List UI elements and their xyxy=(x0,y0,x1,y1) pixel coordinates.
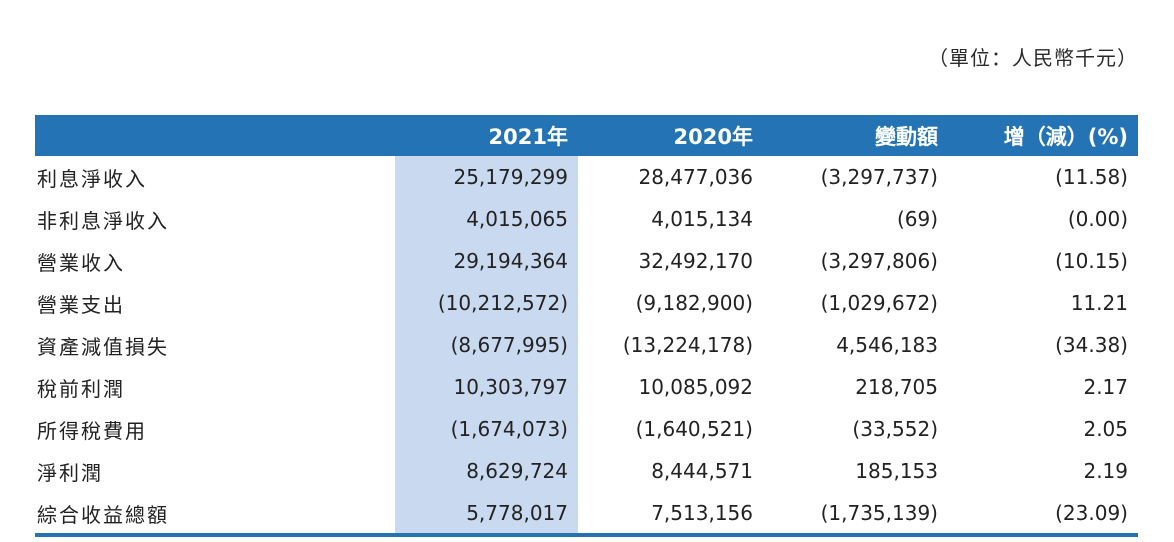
header-pct: 增（減）(%) xyxy=(1003,124,1128,149)
table-row: 非利息淨收入 4,015,065 4,015,134 (69) (0.00) xyxy=(35,198,1138,240)
value-2021: 10,303,797 xyxy=(395,366,578,408)
table-row: 所得稅費用 (1,674,073) (1,640,521) (33,552) 2… xyxy=(35,408,1138,450)
value-change: (3,297,806) xyxy=(820,249,938,273)
header-2021: 2021年 xyxy=(488,124,568,149)
value-change: 218,705 xyxy=(855,375,938,399)
value-2021: 4,015,065 xyxy=(395,198,578,240)
value-2021: 5,778,017 xyxy=(395,492,578,534)
table-row: 利息淨收入 25,179,299 28,477,036 (3,297,737) … xyxy=(35,156,1138,198)
row-label: 營業收入 xyxy=(37,250,125,275)
value-pct: (34.38) xyxy=(1055,333,1128,357)
row-label: 資產減值損失 xyxy=(37,334,169,359)
row-label: 利息淨收入 xyxy=(37,166,147,191)
table-row: 資產減值損失 (8,677,995) (13,224,178) 4,546,18… xyxy=(35,324,1138,366)
value-2020: 32,492,170 xyxy=(638,249,753,273)
value-2020: (13,224,178) xyxy=(622,333,753,357)
value-2021: 29,194,364 xyxy=(395,240,578,282)
value-change: 4,546,183 xyxy=(836,333,938,357)
value-2020: (1,640,521) xyxy=(635,417,753,441)
table-row: 綜合收益總額 5,778,017 7,513,156 (1,735,139) (… xyxy=(35,492,1138,534)
row-label: 綜合收益總額 xyxy=(37,502,169,527)
bottom-rule xyxy=(35,533,1138,537)
table-header-row: 2021年 2020年 變動額 增（減）(%) xyxy=(35,115,1138,156)
header-change: 變動額 xyxy=(875,124,938,149)
table-row: 營業收入 29,194,364 32,492,170 (3,297,806) (… xyxy=(35,240,1138,282)
value-pct: (11.58) xyxy=(1055,165,1128,189)
value-2021: (1,674,073) xyxy=(395,408,578,450)
value-pct: (0.00) xyxy=(1067,207,1128,231)
value-2020: 8,444,571 xyxy=(651,459,753,483)
income-statement-table: 2021年 2020年 變動額 增（減）(%) 利息淨收入 25,179,299… xyxy=(35,115,1138,534)
value-change: (69) xyxy=(896,207,938,231)
value-pct: 11.21 xyxy=(1070,291,1128,315)
value-change: (3,297,737) xyxy=(820,165,938,189)
value-change: (1,735,139) xyxy=(820,501,938,525)
table-row: 淨利潤 8,629,724 8,444,571 185,153 2.19 xyxy=(35,450,1138,492)
unit-note: （單位：人民幣千元） xyxy=(928,46,1138,70)
value-2020: 10,085,092 xyxy=(638,375,753,399)
value-change: (1,029,672) xyxy=(820,291,938,315)
table-row: 營業支出 (10,212,572) (9,182,900) (1,029,672… xyxy=(35,282,1138,324)
row-label: 非利息淨收入 xyxy=(37,208,169,233)
value-change: 185,153 xyxy=(855,459,938,483)
value-2020: (9,182,900) xyxy=(635,291,753,315)
value-2021: 25,179,299 xyxy=(395,156,578,198)
value-2021: (8,677,995) xyxy=(395,324,578,366)
value-2020: 4,015,134 xyxy=(651,207,753,231)
row-label: 淨利潤 xyxy=(37,460,103,485)
row-label: 營業支出 xyxy=(37,292,125,317)
value-pct: 2.05 xyxy=(1083,417,1128,441)
value-pct: (10.15) xyxy=(1055,249,1128,273)
value-2021: 8,629,724 xyxy=(395,450,578,492)
row-label: 稅前利潤 xyxy=(37,376,125,401)
value-pct: 2.17 xyxy=(1083,375,1128,399)
value-2020: 28,477,036 xyxy=(638,165,753,189)
value-change: (33,552) xyxy=(852,417,938,441)
value-pct: 2.19 xyxy=(1083,459,1128,483)
row-label: 所得稅費用 xyxy=(37,418,147,443)
table-row: 稅前利潤 10,303,797 10,085,092 218,705 2.17 xyxy=(35,366,1138,408)
value-2020: 7,513,156 xyxy=(651,501,753,525)
value-pct: (23.09) xyxy=(1055,501,1128,525)
header-2020: 2020年 xyxy=(673,124,753,149)
value-2021: (10,212,572) xyxy=(395,282,578,324)
